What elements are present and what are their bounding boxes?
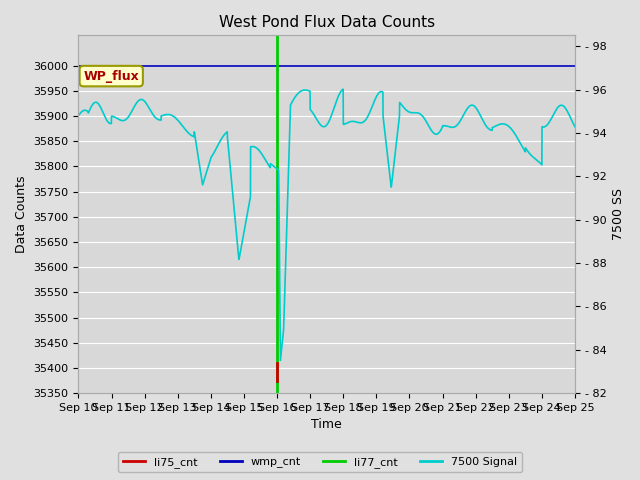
Y-axis label: Data Counts: Data Counts xyxy=(15,176,28,253)
Title: West Pond Flux Data Counts: West Pond Flux Data Counts xyxy=(219,15,435,30)
Y-axis label: 7500 SS: 7500 SS xyxy=(612,188,625,240)
X-axis label: Time: Time xyxy=(311,419,342,432)
Legend: li75_cnt, wmp_cnt, li77_cnt, 7500 Signal: li75_cnt, wmp_cnt, li77_cnt, 7500 Signal xyxy=(118,452,522,472)
Text: WP_flux: WP_flux xyxy=(83,70,139,83)
